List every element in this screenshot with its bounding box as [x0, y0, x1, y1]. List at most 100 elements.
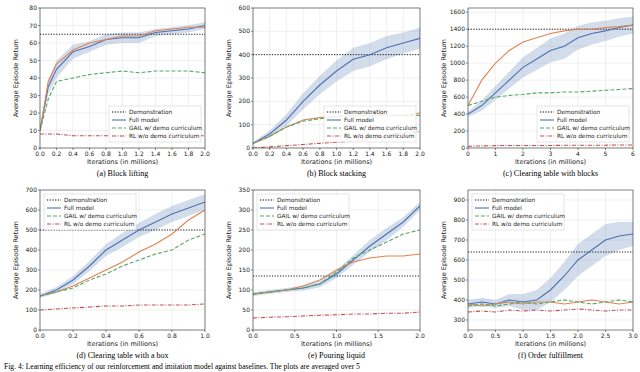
figure: 010203040506070800.00.20.40.60.81.01.21.…	[0, 0, 640, 372]
legend-swatch	[475, 207, 489, 208]
frame	[468, 8, 633, 148]
tick-label: 4	[576, 150, 580, 157]
spread-band	[468, 16, 633, 116]
tick-label: 300	[26, 266, 38, 273]
legend-swatch	[47, 199, 61, 200]
plot-background	[40, 190, 205, 330]
y-axis-label: Average Episode Return	[225, 221, 233, 299]
tick-label: 70	[29, 22, 37, 29]
subplot-title: (d) Clearing table with a box	[76, 351, 168, 360]
tick-label: 400	[26, 246, 38, 253]
x-axis-label: Iterations (in millions)	[301, 158, 372, 166]
subplot-title: (e) Pouring liquid	[308, 351, 365, 360]
tick-label: 0.0	[463, 332, 473, 339]
legend-swatch	[260, 207, 274, 208]
legend-swatch	[112, 111, 126, 112]
tick-label: 600	[239, 4, 251, 11]
series-line	[253, 312, 420, 318]
tick-label: 1.8	[399, 150, 409, 157]
tick-label: 400	[239, 51, 251, 58]
legend-box	[44, 194, 136, 230]
series-line	[468, 29, 633, 30]
grid-line	[89, 8, 90, 148]
tick-label: 1.6	[167, 150, 177, 157]
tick-label: 200	[239, 97, 251, 104]
subplot-title: (a) Block lifting	[97, 169, 149, 178]
tick-label: 2	[521, 150, 525, 157]
tick-label: 1.5	[373, 332, 383, 339]
tick-label: 300	[239, 74, 251, 81]
plot-background	[468, 8, 633, 148]
frame	[253, 8, 420, 148]
tick-label: 1.0	[200, 332, 210, 339]
legend-swatch	[112, 119, 126, 120]
tick-label: 150	[239, 266, 251, 273]
y-axis-label: Average Episode Return	[225, 39, 233, 117]
tick-label: 2.0	[415, 332, 425, 339]
tick-label: 60	[29, 39, 37, 46]
legend-label: Full model	[557, 117, 587, 123]
caption: Fig. 4: Learning efficiency of our reinf…	[4, 362, 360, 371]
x-axis-label: Iterations (in millions)	[301, 340, 372, 348]
tick-label: 3	[549, 150, 553, 157]
tick-label: 5	[604, 150, 608, 157]
legend: DemonstrationFull modelGAIL w/ demo curr…	[537, 106, 630, 142]
legend-label: RL w/o demo curriculum	[492, 221, 563, 227]
tick-label: 0.6	[298, 150, 308, 157]
tick-label: 0.2	[68, 332, 78, 339]
data-group	[468, 16, 633, 146]
series-line	[468, 300, 633, 306]
y-axis-label: Average Episode Return	[12, 221, 20, 299]
legend-label: Full model	[344, 117, 374, 123]
legend-label: Full model	[129, 117, 159, 123]
tick-label: 3.0	[628, 332, 638, 339]
tick-label: 500	[454, 276, 466, 283]
tick-label: 200	[26, 286, 38, 293]
frame	[40, 8, 205, 148]
tick-label: 0.4	[68, 150, 78, 157]
tick-label: 700	[26, 186, 38, 193]
data-group	[468, 222, 633, 312]
series-line	[40, 210, 205, 296]
legend-swatch	[540, 119, 554, 120]
tick-label: 1.5	[546, 332, 556, 339]
subplot-title: (c) Clearing table with blocks	[503, 169, 598, 178]
legend: DemonstrationFull modelGAIL w/ demo curr…	[44, 194, 137, 230]
tick-label: 40	[29, 74, 37, 81]
legend-label: RL w/o demo curriculum	[557, 133, 628, 139]
legend-swatch	[47, 223, 61, 224]
legend-label: Demonstration	[277, 197, 321, 203]
tick-label: 0.5	[290, 332, 300, 339]
series-line	[253, 254, 420, 294]
legend-label: GAIL w/ demo curriculum	[344, 125, 417, 131]
tick-label: 1600	[450, 8, 465, 15]
tick-label: 2.0	[200, 150, 210, 157]
legend-label: RL w/o demo curriculum	[344, 133, 415, 139]
tick-label: 0.4	[101, 332, 111, 339]
tick-label: 300	[454, 316, 466, 323]
subplot: 01002003004005006000.00.20.40.60.81.01.2…	[225, 4, 425, 178]
legend-label: Demonstration	[129, 109, 173, 115]
tick-label: 2.5	[601, 332, 611, 339]
tick-label: 0.0	[248, 150, 258, 157]
series-line	[40, 234, 205, 296]
series-line	[40, 202, 205, 296]
grid-line	[40, 270, 205, 271]
grid-line	[303, 8, 304, 148]
series-line	[253, 230, 420, 294]
tick-label: 350	[239, 186, 251, 193]
tick-label: 30	[29, 92, 37, 99]
legend-label: Demonstration	[557, 109, 601, 115]
data-group	[253, 28, 420, 148]
tick-label: 0.6	[85, 150, 95, 157]
legend-label: RL w/o demo curriculum	[129, 133, 200, 139]
subplot: 0501001502002503003500.00.51.01.52.0Aver…	[225, 186, 425, 360]
tick-label: 0.8	[167, 332, 177, 339]
frame	[468, 190, 633, 330]
tick-label: 2.0	[573, 332, 583, 339]
grid-line	[605, 190, 606, 330]
legend-swatch	[47, 215, 61, 216]
tick-label: 80	[29, 4, 37, 11]
subplot-title: (f) Order fulfillment	[518, 351, 584, 360]
x-axis-label: Iterations (in millions)	[515, 340, 586, 348]
